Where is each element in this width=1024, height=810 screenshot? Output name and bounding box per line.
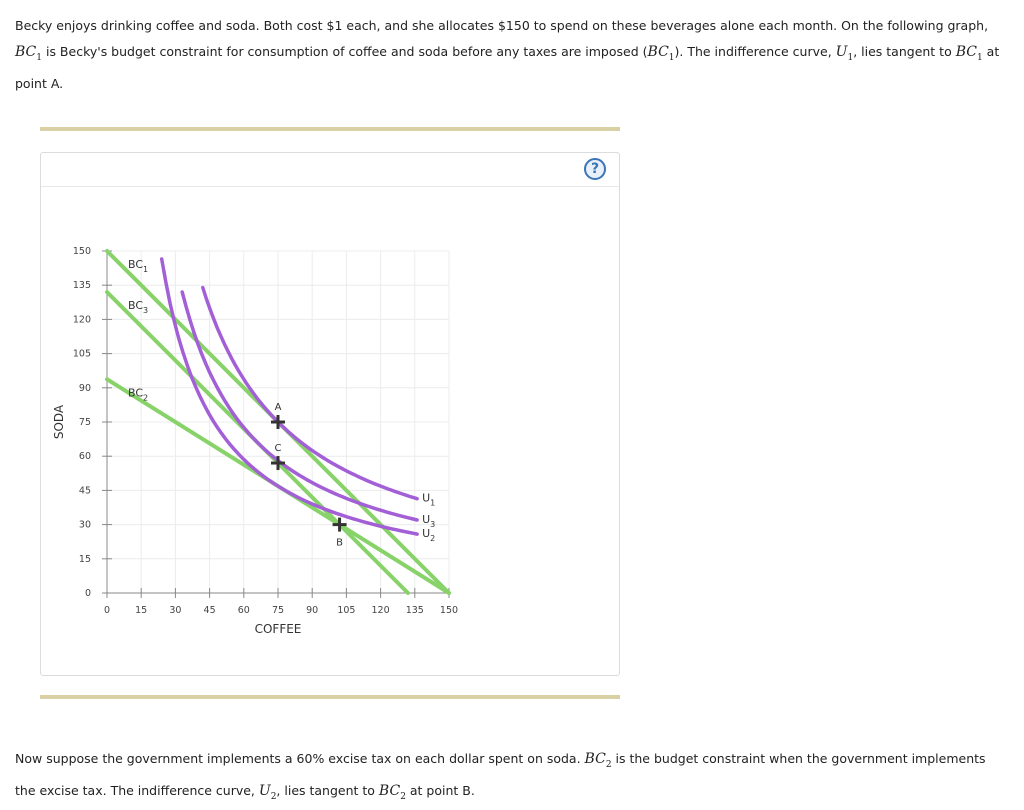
chart-points: A C B	[271, 402, 347, 549]
y-tick-label: 150	[73, 246, 91, 257]
help-button[interactable]: ?	[584, 158, 606, 180]
chart-axes: 0 15 30 45 60 75 90 105 120 135 150 0 15 30 45 60 75 90 10…	[52, 246, 458, 636]
curve-label-u1: U1	[422, 492, 435, 508]
curve-label-u2: U2	[422, 527, 435, 543]
point-label-c: C	[275, 443, 282, 454]
budget-label-bc1: BC1	[128, 258, 148, 274]
x-tick-label: 15	[135, 605, 147, 616]
budget-label-bc3: BC3	[128, 299, 148, 315]
y-tick-label: 60	[79, 451, 91, 462]
x-tick-label: 120	[372, 605, 390, 616]
x-tick-label: 45	[204, 605, 216, 616]
x-axis-label: COFFEE	[255, 622, 302, 636]
intro-paragraph: Becky enjoys drinking coffee and soda. B…	[15, 18, 1000, 91]
y-tick-label: 135	[73, 280, 91, 291]
y-tick-label: 15	[79, 554, 91, 565]
y-tick-label: 30	[79, 520, 91, 531]
x-tick-label: 0	[104, 605, 110, 616]
budget-label-bc2: BC2	[128, 386, 148, 402]
x-tick-label: 90	[306, 605, 318, 616]
y-tick-label: 90	[79, 383, 91, 394]
divider-top	[40, 127, 620, 131]
coffee-soda-chart: 0 15 30 45 60 75 90 105 120 135 150 0 15 30 45 60 75 90 10…	[52, 246, 458, 636]
indifference-curve-u1	[201, 285, 419, 501]
y-tick-label: 0	[85, 588, 91, 599]
graph-panel: ? 0 15 30 45 60 75 90 105 120 135 150 0 15 30 45 60 75 90…	[40, 152, 620, 676]
x-tick-label: 150	[440, 605, 458, 616]
x-tick-label: 135	[406, 605, 424, 616]
point-label-a: A	[275, 402, 282, 413]
point-a: A	[271, 402, 285, 429]
x-tick-label: 60	[238, 605, 250, 616]
y-tick-label: 105	[73, 349, 91, 360]
point-label-b: B	[336, 538, 343, 549]
y-axis-label: SODA	[52, 404, 66, 439]
y-tick-label: 45	[79, 485, 91, 496]
y-tick-label: 75	[79, 417, 91, 428]
indifference-curve-u2	[159, 257, 419, 536]
graph-panel-header: ?	[41, 153, 619, 187]
outro-paragraph: Now suppose the government implements a …	[15, 751, 986, 802]
indifference-curve-u3	[180, 290, 419, 522]
point-c: C	[271, 443, 285, 471]
x-tick-label: 75	[272, 605, 284, 616]
curve-label-u3: U3	[422, 513, 435, 529]
x-tick-label: 30	[169, 605, 181, 616]
x-tick-label: 105	[337, 605, 355, 616]
divider-bottom	[40, 695, 620, 699]
y-tick-label: 120	[73, 314, 91, 325]
point-b: B	[332, 517, 347, 549]
